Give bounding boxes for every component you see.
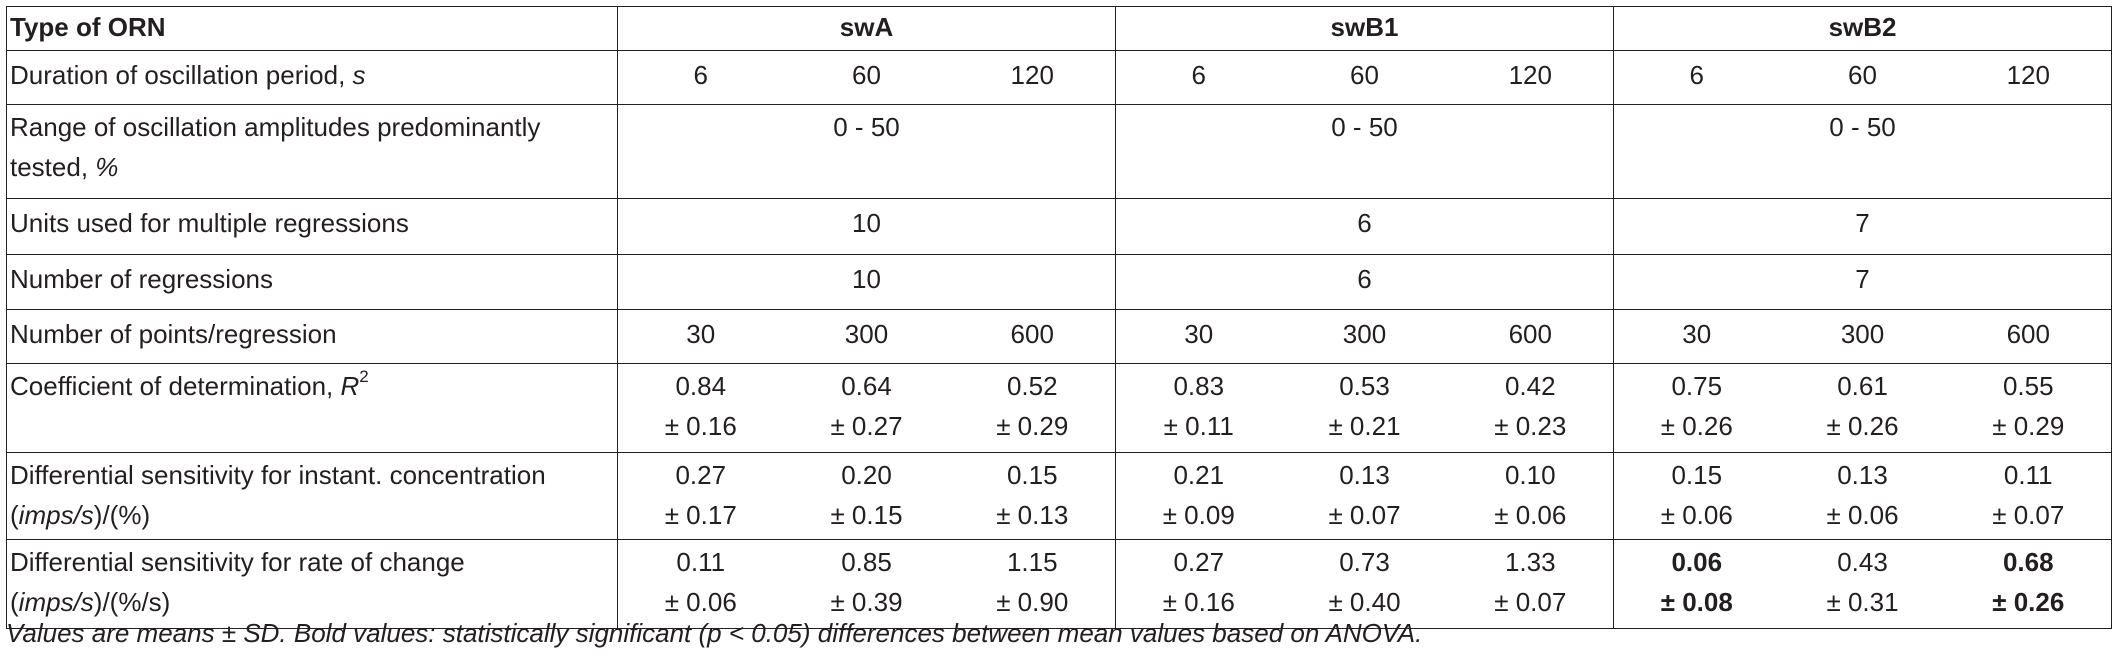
row-label-regressions: Number of regressions	[6, 254, 618, 310]
table-cell: 0.27 ± 0.16	[1115, 539, 1282, 629]
table-row-range: Range of oscillation amplitudes predomin…	[6, 104, 2113, 199]
table-cell: 0.64 ± 0.27	[783, 363, 950, 453]
table-cell: 1.15 ± 0.90	[949, 539, 1116, 629]
row-label-sensitivity-rate: Differential sensitivity for rate of cha…	[6, 539, 618, 629]
table-cell: 0.21 ± 0.09	[1115, 452, 1282, 540]
table-row-duration: Duration of oscillation period, s 6 60 1…	[6, 50, 2113, 105]
table-cell: 0.10 ± 0.06	[1447, 452, 1615, 540]
table-cell: 600	[949, 309, 1116, 364]
table-cell: 0 - 50	[617, 104, 1116, 199]
table-cell: 10	[617, 198, 1116, 255]
header-group-swa: swA	[617, 6, 1116, 51]
table-cell: 0.13 ± 0.07	[1281, 452, 1448, 540]
row-label-sensitivity-concentration: Differential sensitivity for instant. co…	[6, 452, 618, 540]
table-cell: 0.11 ± 0.06	[617, 539, 784, 629]
table-row-units: Units used for multiple regressions 10 6…	[6, 198, 2113, 255]
table-cell: 1.33 ± 0.07	[1447, 539, 1615, 629]
table-cell: 0.61 ± 0.26	[1779, 363, 1946, 453]
table-cell: 60	[783, 50, 950, 105]
table-header-row: Type of ORN swA swB1 swB2	[6, 6, 2113, 51]
table-cell: 0.11 ± 0.07	[1945, 452, 2113, 540]
header-type-of-orn: Type of ORN	[6, 6, 618, 51]
table-cell: 30	[617, 309, 784, 364]
table-cell: 600	[1945, 309, 2113, 364]
table-cell: 0 - 50	[1613, 104, 2113, 199]
table-cell: 0.15 ± 0.13	[949, 452, 1116, 540]
table-cell: 0.55 ± 0.29	[1945, 363, 2113, 453]
table-cell: 0.75 ± 0.26	[1613, 363, 1780, 453]
table-cell: 120	[1447, 50, 1615, 105]
data-table-container: Type of ORN swA swB1 swB2 Duration of os…	[6, 6, 2113, 629]
table-footnote: Values are means ± SD. Bold values: stat…	[6, 618, 1423, 648]
table-cell: 0.53 ± 0.21	[1281, 363, 1448, 453]
header-group-swb1: swB1	[1114, 6, 1615, 51]
table-cell: 30	[1613, 309, 1780, 364]
header-group-swb2: swB2	[1613, 6, 2113, 51]
table-cell: 0.52 ± 0.29	[949, 363, 1116, 453]
table-cell: 6	[1114, 254, 1615, 310]
row-label-points: Number of points/regression	[6, 309, 618, 364]
table-cell: 6	[617, 50, 784, 105]
table-cell: 6	[1115, 50, 1282, 105]
table-cell: 0.85 ± 0.39	[783, 539, 950, 629]
table-cell-significant: 0.06 ± 0.08	[1613, 539, 1780, 629]
table-cell: 0.83 ± 0.11	[1115, 363, 1282, 453]
table-cell: 0.43 ± 0.31	[1779, 539, 1946, 629]
table-row-sensitivity-concentration: Differential sensitivity for instant. co…	[6, 452, 2113, 540]
row-label-units: Units used for multiple regressions	[6, 198, 618, 255]
table-cell: 300	[1779, 309, 1946, 364]
table-cell: 0.42 ± 0.23	[1447, 363, 1615, 453]
table-cell: 0.20 ± 0.15	[783, 452, 950, 540]
table-cell: 300	[783, 309, 950, 364]
table-cell: 7	[1613, 198, 2113, 255]
table-cell: 7	[1613, 254, 2113, 310]
table-cell: 60	[1779, 50, 1946, 105]
row-label-range: Range of oscillation amplitudes predomin…	[6, 104, 618, 199]
table-cell: 10	[617, 254, 1116, 310]
table-cell: 0.13 ± 0.06	[1779, 452, 1946, 540]
table-cell: 30	[1115, 309, 1282, 364]
table-cell: 300	[1281, 309, 1448, 364]
row-label-duration: Duration of oscillation period, s	[6, 50, 618, 105]
table-cell: 0.15 ± 0.06	[1613, 452, 1780, 540]
table-row-r2: Coefficient of determination, R2 0.84 ± 0…	[6, 363, 2113, 453]
table-cell: 0 - 50	[1114, 104, 1615, 199]
table-cell: 120	[949, 50, 1116, 105]
table-cell: 120	[1945, 50, 2113, 105]
table-row-sensitivity-rate: Differential sensitivity for rate of cha…	[6, 539, 2113, 629]
table-cell-significant: 0.68 ± 0.26	[1945, 539, 2113, 629]
table-cell: 6	[1613, 50, 1780, 105]
table-cell: 600	[1447, 309, 1615, 364]
table-cell: 0.73 ± 0.40	[1281, 539, 1448, 629]
table-cell: 6	[1114, 198, 1615, 255]
orn-data-table: Type of ORN swA swB1 swB2 Duration of os…	[6, 6, 2113, 629]
table-cell: 0.84 ± 0.16	[617, 363, 784, 453]
table-row-regressions: Number of regressions 10 6 7	[6, 254, 2113, 310]
table-row-points: Number of points/regression 30 300 600 3…	[6, 309, 2113, 364]
table-cell: 0.27 ± 0.17	[617, 452, 784, 540]
row-label-r2: Coefficient of determination, R2	[6, 363, 618, 453]
table-cell: 60	[1281, 50, 1448, 105]
